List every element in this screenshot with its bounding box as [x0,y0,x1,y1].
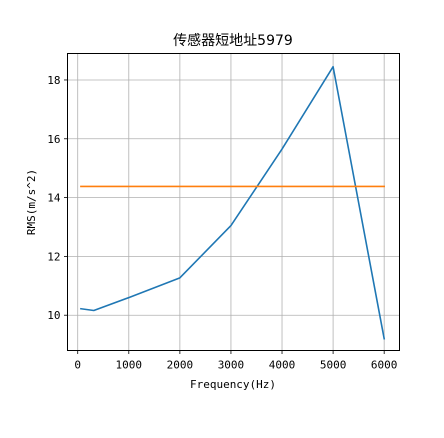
x-tick-label: 2000 [167,359,194,372]
x-tick-label: 6000 [371,359,398,372]
x-tick-label: 3000 [218,359,245,372]
y-tick-label: 14 [47,192,61,205]
y-tick-label: 18 [47,74,60,87]
grid [67,53,400,351]
series-line-1 [80,65,386,340]
ticks: 0 1000 2000 3000 4000 5000 6000 10 12 14 16 18 [47,74,397,372]
series-group [80,65,386,340]
chart-title: 传感器短地址5979 [173,32,293,49]
x-tick-label: 1000 [116,359,143,372]
x-tick-label: 4000 [269,359,296,372]
x-tick-label: 0 [74,359,81,372]
y-tick-label: 10 [47,309,60,322]
x-tick-label: 5000 [320,359,347,372]
y-tick-label: 16 [47,133,60,146]
y-tick-label: 12 [47,250,60,263]
x-axis-label: Frequency(Hz) [190,378,276,391]
y-axis-label: RMS(m/s^2) [25,169,38,235]
plot-frame [67,53,400,351]
